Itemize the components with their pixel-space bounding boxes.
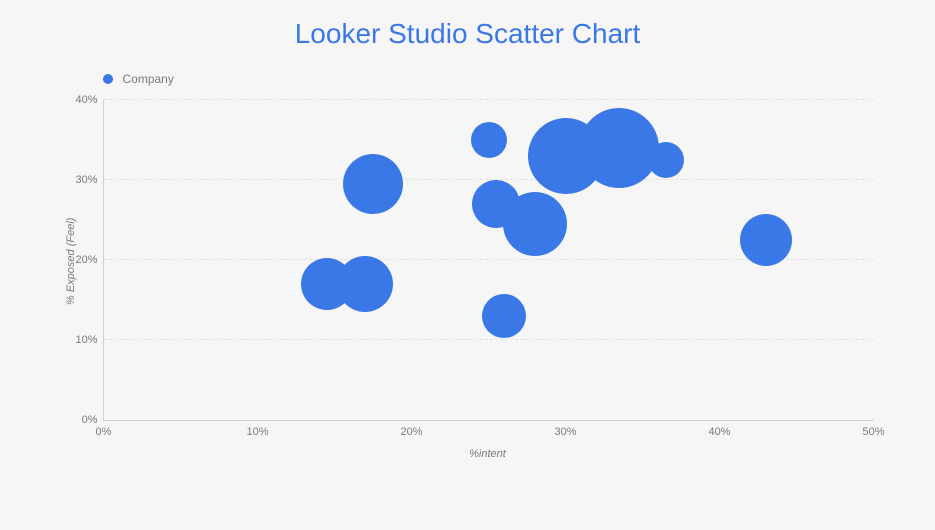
- page-title: Looker Studio Scatter Chart: [0, 0, 935, 60]
- plot-area: 0%10%20%30%40%0%10%20%30%40%50%: [103, 100, 874, 421]
- y-tick-label: 20%: [75, 254, 97, 266]
- gridline: [104, 339, 874, 340]
- legend-label: Company: [123, 72, 174, 86]
- x-tick-label: 10%: [246, 426, 268, 438]
- data-bubble[interactable]: [740, 214, 792, 266]
- chart-container: Company 0%10%20%30%40%0%10%20%30%40%50% …: [43, 60, 893, 490]
- data-bubble[interactable]: [482, 294, 526, 338]
- y-tick-label: 0%: [82, 414, 98, 426]
- y-tick-label: 10%: [75, 334, 97, 346]
- data-bubble[interactable]: [343, 154, 403, 214]
- x-axis-title: %intent: [469, 448, 506, 460]
- x-tick-label: 40%: [708, 426, 730, 438]
- legend: Company: [103, 72, 174, 86]
- y-tick-label: 30%: [75, 174, 97, 186]
- x-tick-label: 20%: [400, 426, 422, 438]
- data-bubble[interactable]: [337, 256, 393, 312]
- x-tick-label: 50%: [862, 426, 884, 438]
- data-bubble[interactable]: [503, 192, 567, 256]
- gridline: [104, 99, 874, 100]
- data-bubble[interactable]: [579, 108, 659, 188]
- y-axis-title: % Exposed (Feel): [65, 218, 77, 305]
- y-tick-label: 40%: [75, 94, 97, 106]
- x-tick-label: 0%: [96, 426, 112, 438]
- x-tick-label: 30%: [554, 426, 576, 438]
- gridline: [104, 179, 874, 180]
- legend-swatch: [103, 74, 113, 84]
- data-bubble[interactable]: [471, 122, 507, 158]
- data-bubble[interactable]: [648, 142, 684, 178]
